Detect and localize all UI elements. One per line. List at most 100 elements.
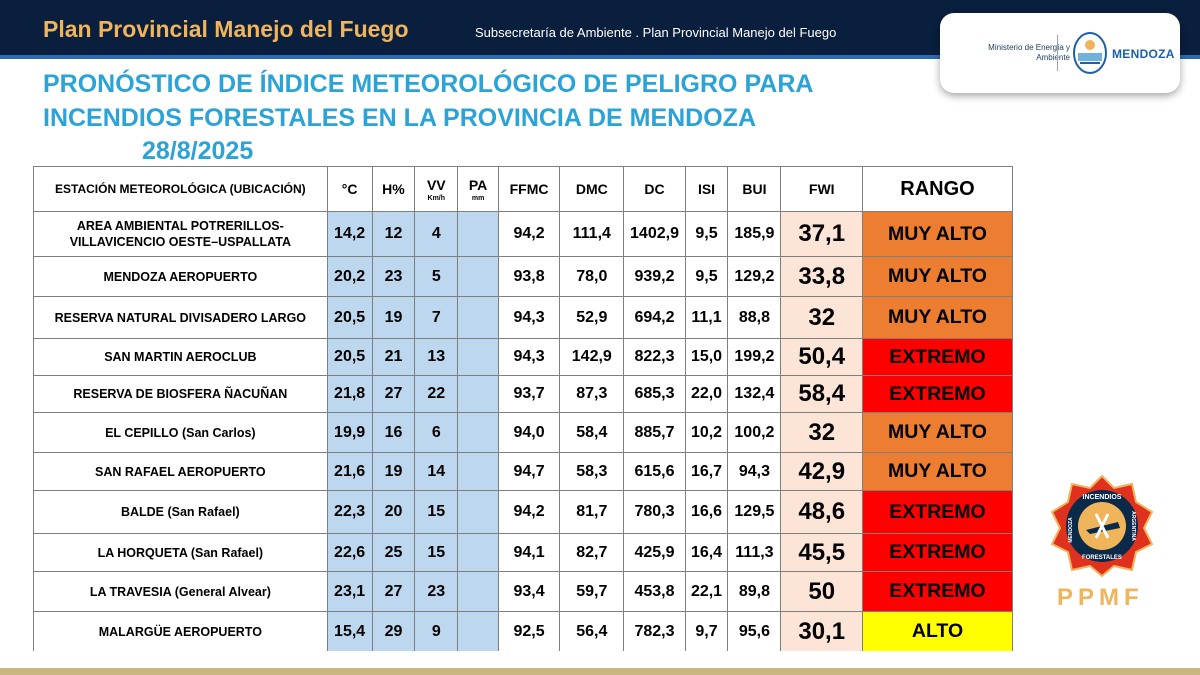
dmc-cell: 58,4 — [559, 412, 625, 453]
bui-cell: 129,2 — [727, 256, 782, 297]
wind-cell: 5 — [414, 256, 459, 297]
fwi-cell: 30,1 — [780, 611, 864, 652]
footer-bar — [0, 668, 1200, 675]
header-rain: PA mm — [457, 166, 499, 212]
bui-cell: 199,2 — [727, 338, 782, 376]
station-name: MALARGÜE AEROPUERTO — [33, 611, 328, 652]
isi-cell: 15,0 — [684, 338, 729, 376]
bui-cell: 132,4 — [727, 375, 782, 413]
station-name-line-1: BALDE (San Rafael) — [120, 505, 240, 519]
temperature-cell: 20,5 — [326, 338, 373, 376]
station-name: SAN RAFAEL AEROPUERTO — [33, 452, 328, 491]
station-name-line-1: MALARGÜE AEROPUERTO — [98, 624, 262, 639]
station-name: LA HORQUETA (San Rafael) — [33, 533, 328, 572]
ffmc-cell: 93,7 — [497, 375, 561, 413]
humidity-cell: 21 — [371, 338, 416, 376]
station-name-line-2: VILLAVICENCIO OESTE–USPALLATA — [69, 235, 291, 249]
header-rain-label: PA — [468, 176, 488, 193]
rain-cell — [457, 338, 499, 376]
table-header-row: ESTACIÓN METEOROLÓGICA (UBICACIÓN) °C H%… — [33, 166, 1013, 212]
rain-cell — [457, 571, 499, 612]
station-name-line-1: MENDOZA AEROPUERTO — [103, 269, 258, 284]
dmc-cell: 52,9 — [559, 296, 625, 339]
page-title-line-2: INCENDIOS FORESTALES EN LA PROVINCIA DE … — [43, 104, 757, 132]
header-rain-unit: mm — [471, 194, 485, 202]
wind-cell: 7 — [414, 296, 459, 339]
fwi-cell: 58,4 — [780, 375, 864, 413]
wind-cell: 15 — [414, 533, 459, 572]
dc-cell: 615,6 — [623, 452, 686, 491]
table-row: SAN RAFAEL AEROPUERTO 21,6 19 14 94,7 58,3 615… — [33, 452, 1013, 491]
temperature-cell: 19,9 — [326, 412, 373, 453]
rain-cell — [457, 296, 499, 339]
header-wind-unit: Km/h — [427, 194, 446, 202]
wind-cell: 13 — [414, 338, 459, 376]
humidity-cell: 16 — [371, 412, 416, 453]
dmc-cell: 56,4 — [559, 611, 625, 652]
header-bui: BUI — [727, 166, 782, 212]
dc-cell: 780,3 — [623, 490, 686, 534]
bui-cell: 94,3 — [727, 452, 782, 491]
header-fwi: FWI — [780, 166, 864, 212]
bui-cell: 111,3 — [727, 533, 782, 572]
ffmc-cell: 93,4 — [497, 571, 561, 612]
humidity-cell: 25 — [371, 533, 416, 572]
wind-cell: 22 — [414, 375, 459, 413]
temperature-cell: 21,8 — [326, 375, 373, 413]
table-row: LA TRAVESIA (General Alvear) 23,1 27 23 93,4… — [33, 571, 1013, 612]
station-name-line-1: EL CEPILLO (San Carlos) — [105, 425, 256, 440]
table-body: AREA AMBIENTAL POTRERILLOS- VILLAVICENCIO… — [33, 211, 1013, 652]
humidity-cell: 19 — [371, 452, 416, 491]
table-row: MALARGÜE AEROPUERTO 15,4 29 9 92,5 56,4 782,3 9… — [33, 611, 1013, 652]
station-name-line-1: RESERVA DE BIOSFERA ÑACUÑAN — [73, 387, 288, 401]
wind-cell: 23 — [414, 571, 459, 612]
isi-cell: 9,5 — [684, 211, 729, 257]
fwi-cell: 37,1 — [780, 211, 864, 257]
dmc-cell: 142,9 — [559, 338, 625, 376]
header-station: ESTACIÓN METEOROLÓGICA (UBICACIÓN) — [33, 166, 328, 212]
wind-cell: 6 — [414, 412, 459, 453]
bui-cell: 100,2 — [727, 412, 782, 453]
bui-cell: 185,9 — [727, 211, 782, 257]
isi-cell: 9,7 — [684, 611, 729, 652]
range-cell: MUY ALTO — [862, 412, 1013, 453]
bui-cell: 88,8 — [727, 296, 782, 339]
temperature-cell: 22,3 — [326, 490, 373, 534]
table-row: EL CEPILLO (San Carlos) 19,9 16 6 94,0 58,4 88… — [33, 412, 1013, 453]
dmc-cell: 111,4 — [559, 211, 625, 257]
range-cell: MUY ALTO — [862, 211, 1013, 257]
range-cell: MUY ALTO — [862, 452, 1013, 491]
dmc-cell: 58,3 — [559, 452, 625, 491]
header-temperature: °C — [326, 166, 373, 212]
bui-cell: 129,5 — [727, 490, 782, 534]
isi-cell: 16,6 — [684, 490, 729, 534]
fire-danger-table: ESTACIÓN METEOROLÓGICA (UBICACIÓN) °C H%… — [33, 166, 1013, 652]
dc-cell: 939,2 — [623, 256, 686, 297]
isi-cell: 16,4 — [684, 533, 729, 572]
ffmc-cell: 94,0 — [497, 412, 561, 453]
app-subtitle: Subsecretaría de Ambiente . Plan Provinc… — [475, 25, 837, 40]
range-cell: EXTREMO — [862, 338, 1013, 376]
range-cell: EXTREMO — [862, 490, 1013, 534]
dc-cell: 453,8 — [623, 571, 686, 612]
rain-cell — [457, 256, 499, 297]
fwi-cell: 50 — [780, 571, 864, 612]
mendoza-label: MENDOZA — [1112, 47, 1175, 61]
fwi-cell: 50,4 — [780, 338, 864, 376]
isi-cell: 22,1 — [684, 571, 729, 612]
logo-divider — [1057, 35, 1058, 71]
dmc-cell: 82,7 — [559, 533, 625, 572]
isi-cell: 16,7 — [684, 452, 729, 491]
ffmc-cell: 94,3 — [497, 338, 561, 376]
ppmf-label: PPMF — [1057, 584, 1144, 611]
temperature-cell: 15,4 — [326, 611, 373, 652]
ffmc-cell: 94,7 — [497, 452, 561, 491]
humidity-cell: 19 — [371, 296, 416, 339]
seal-left-text: MENDOZA — [1068, 517, 1074, 543]
ffmc-cell: 92,5 — [497, 611, 561, 652]
ffmc-cell: 94,2 — [497, 211, 561, 257]
page-title-line-1: PRONÓSTICO DE ÍNDICE METEOROLÓGICO DE PE… — [43, 70, 814, 98]
header-dmc: DMC — [559, 166, 625, 212]
station-name: EL CEPILLO (San Carlos) — [33, 412, 328, 453]
rain-cell — [457, 452, 499, 491]
